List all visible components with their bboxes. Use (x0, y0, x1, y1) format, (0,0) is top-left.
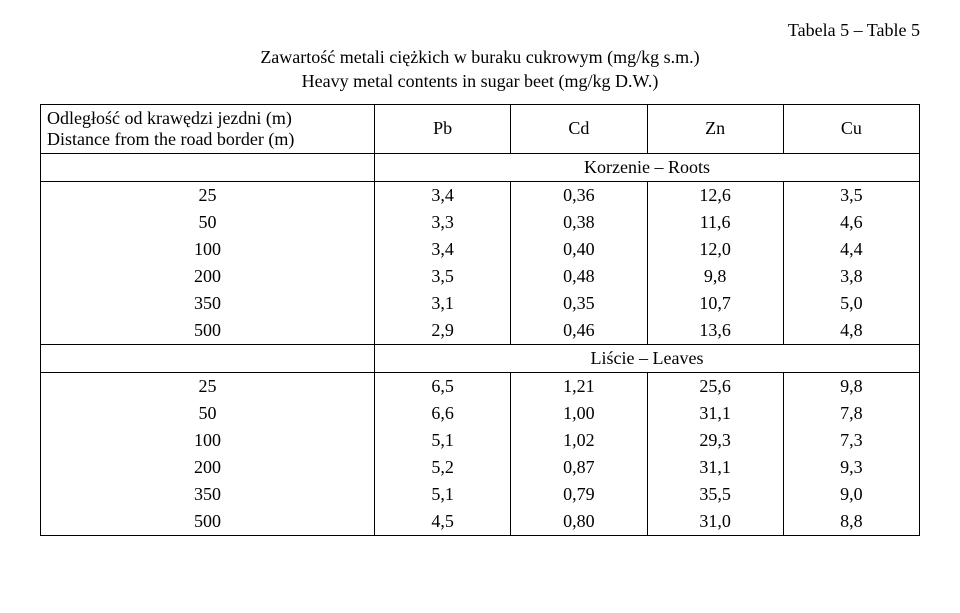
distance-cell: 25 (41, 372, 375, 400)
col-cd: Cd (511, 104, 647, 153)
value-cell: 6,5 (375, 372, 511, 400)
row-header-en: Distance from the road border (m) (47, 129, 368, 150)
value-cell: 11,6 (647, 209, 783, 236)
value-cell: 1,21 (511, 372, 647, 400)
value-cell: 12,0 (647, 236, 783, 263)
value-cell: 9,8 (783, 372, 919, 400)
title-en: Heavy metal contents in sugar beet (mg/k… (40, 69, 920, 93)
value-cell: 13,6 (647, 317, 783, 345)
title-pl: Zawartość metali ciężkich w buraku cukro… (40, 45, 920, 69)
value-cell: 3,5 (783, 181, 919, 209)
table-row: 500 2,9 0,46 13,6 4,8 (41, 317, 920, 345)
value-cell: 4,8 (783, 317, 919, 345)
value-cell: 35,5 (647, 481, 783, 508)
table-row: 350 5,1 0,79 35,5 9,0 (41, 481, 920, 508)
table-row: 200 5,2 0,87 31,1 9,3 (41, 454, 920, 481)
section-leaves-header: Liście – Leaves (41, 344, 920, 372)
value-cell: 3,3 (375, 209, 511, 236)
distance-cell: 25 (41, 181, 375, 209)
value-cell: 8,8 (783, 508, 919, 536)
value-cell: 3,4 (375, 181, 511, 209)
value-cell: 10,7 (647, 290, 783, 317)
distance-cell: 500 (41, 508, 375, 536)
distance-cell: 50 (41, 400, 375, 427)
value-cell: 31,1 (647, 400, 783, 427)
table-title: Zawartość metali ciężkich w buraku cukro… (40, 45, 920, 94)
value-cell: 29,3 (647, 427, 783, 454)
value-cell: 0,36 (511, 181, 647, 209)
value-cell: 1,00 (511, 400, 647, 427)
value-cell: 5,1 (375, 481, 511, 508)
value-cell: 12,6 (647, 181, 783, 209)
section-roots-label: Korzenie – Roots (375, 153, 920, 181)
value-cell: 1,02 (511, 427, 647, 454)
table-row: 350 3,1 0,35 10,7 5,0 (41, 290, 920, 317)
value-cell: 0,48 (511, 263, 647, 290)
value-cell: 31,0 (647, 508, 783, 536)
table-row: 50 3,3 0,38 11,6 4,6 (41, 209, 920, 236)
value-cell: 9,3 (783, 454, 919, 481)
section-leaves-label: Liście – Leaves (375, 344, 920, 372)
distance-cell: 50 (41, 209, 375, 236)
distance-cell: 500 (41, 317, 375, 345)
value-cell: 5,2 (375, 454, 511, 481)
value-cell: 0,79 (511, 481, 647, 508)
table-row: 25 6,5 1,21 25,6 9,8 (41, 372, 920, 400)
table-row: 50 6,6 1,00 31,1 7,8 (41, 400, 920, 427)
section-leaves-empty (41, 344, 375, 372)
table-header-row: Odległość od krawędzi jezdni (m) Distanc… (41, 104, 920, 153)
value-cell: 0,40 (511, 236, 647, 263)
value-cell: 3,4 (375, 236, 511, 263)
value-cell: 4,6 (783, 209, 919, 236)
distance-cell: 100 (41, 427, 375, 454)
col-cu: Cu (783, 104, 919, 153)
table-row: 200 3,5 0,48 9,8 3,8 (41, 263, 920, 290)
row-header-cell: Odległość od krawędzi jezdni (m) Distanc… (41, 104, 375, 153)
value-cell: 3,1 (375, 290, 511, 317)
row-header-pl: Odległość od krawędzi jezdni (m) (47, 108, 368, 129)
table-caption: Tabela 5 – Table 5 (40, 20, 920, 41)
value-cell: 25,6 (647, 372, 783, 400)
section-roots-header: Korzenie – Roots (41, 153, 920, 181)
table-row: 25 3,4 0,36 12,6 3,5 (41, 181, 920, 209)
distance-cell: 350 (41, 290, 375, 317)
value-cell: 0,46 (511, 317, 647, 345)
heavy-metals-table: Odległość od krawędzi jezdni (m) Distanc… (40, 104, 920, 536)
col-zn: Zn (647, 104, 783, 153)
value-cell: 3,8 (783, 263, 919, 290)
value-cell: 5,1 (375, 427, 511, 454)
distance-cell: 200 (41, 263, 375, 290)
value-cell: 9,8 (647, 263, 783, 290)
value-cell: 31,1 (647, 454, 783, 481)
distance-cell: 200 (41, 454, 375, 481)
distance-cell: 100 (41, 236, 375, 263)
value-cell: 5,0 (783, 290, 919, 317)
table-row: 500 4,5 0,80 31,0 8,8 (41, 508, 920, 536)
value-cell: 4,5 (375, 508, 511, 536)
value-cell: 0,38 (511, 209, 647, 236)
value-cell: 7,3 (783, 427, 919, 454)
value-cell: 4,4 (783, 236, 919, 263)
table-row: 100 5,1 1,02 29,3 7,3 (41, 427, 920, 454)
value-cell: 6,6 (375, 400, 511, 427)
table-row: 100 3,4 0,40 12,0 4,4 (41, 236, 920, 263)
col-pb: Pb (375, 104, 511, 153)
value-cell: 0,87 (511, 454, 647, 481)
distance-cell: 350 (41, 481, 375, 508)
value-cell: 2,9 (375, 317, 511, 345)
value-cell: 7,8 (783, 400, 919, 427)
value-cell: 0,35 (511, 290, 647, 317)
value-cell: 9,0 (783, 481, 919, 508)
value-cell: 3,5 (375, 263, 511, 290)
value-cell: 0,80 (511, 508, 647, 536)
section-roots-empty (41, 153, 375, 181)
